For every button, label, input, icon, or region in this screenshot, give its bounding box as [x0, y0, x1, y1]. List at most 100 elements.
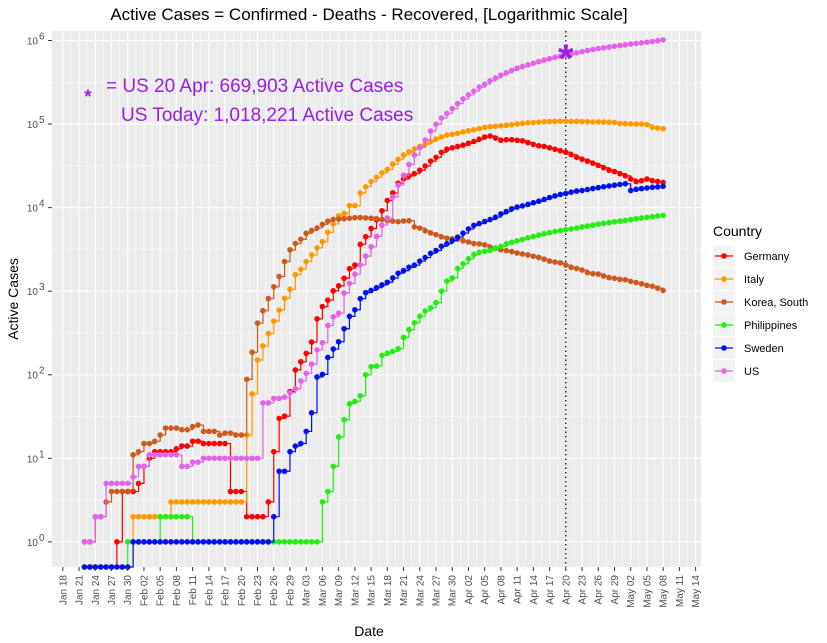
data-point — [481, 134, 488, 140]
data-point — [606, 44, 612, 50]
data-point — [373, 174, 380, 181]
data-point — [546, 229, 553, 236]
data-point — [503, 122, 510, 129]
data-point — [173, 452, 180, 458]
data-point — [141, 539, 147, 545]
legend-item: Korea, South — [713, 291, 808, 313]
data-point — [535, 119, 542, 125]
legend-key-point — [721, 276, 727, 282]
data-point — [276, 539, 282, 545]
x-tick-label: Apr 17 — [545, 575, 556, 605]
data-point — [260, 400, 266, 406]
data-point — [211, 539, 218, 545]
data-point — [216, 455, 223, 462]
y-tick-label-exponent: 3 — [39, 282, 45, 293]
data-point — [335, 216, 342, 222]
data-point — [141, 513, 147, 520]
data-point — [151, 513, 158, 520]
data-point — [384, 166, 391, 173]
data-point — [233, 499, 239, 505]
data-point — [514, 65, 520, 72]
data-point — [362, 233, 369, 240]
data-point — [341, 215, 347, 222]
data-point — [222, 440, 228, 447]
data-point — [108, 480, 115, 487]
data-point — [471, 251, 477, 258]
data-point — [492, 135, 499, 141]
x-tick-label: Apr 14 — [529, 575, 540, 605]
data-point — [319, 303, 326, 310]
data-point — [449, 105, 456, 112]
data-point — [400, 172, 407, 178]
data-point — [535, 142, 542, 149]
data-point — [303, 230, 309, 237]
data-point — [249, 539, 255, 545]
data-point — [362, 253, 369, 259]
data-point — [265, 295, 272, 302]
data-point — [611, 168, 618, 175]
data-point — [568, 151, 574, 158]
data-point — [314, 316, 320, 322]
data-point — [281, 394, 288, 400]
data-point — [249, 513, 255, 520]
data-point — [422, 228, 428, 234]
data-point — [265, 330, 272, 337]
annotation-line-2: US Today: 1,018,221 Active Cases — [121, 105, 413, 126]
data-point — [384, 197, 391, 204]
data-point — [411, 170, 418, 177]
legend-label: Germany — [744, 251, 790, 263]
data-point — [270, 395, 277, 402]
data-point — [200, 539, 207, 545]
data-point — [503, 247, 510, 254]
data-point — [200, 440, 207, 447]
data-point — [579, 187, 585, 194]
data-point — [654, 184, 661, 190]
data-point — [444, 110, 450, 117]
data-point — [184, 463, 191, 470]
series-us — [81, 37, 666, 545]
data-point — [395, 270, 401, 277]
data-point — [654, 125, 661, 131]
data-point — [373, 215, 380, 222]
data-point — [384, 279, 391, 286]
y-tick-label-exponent: 1 — [39, 449, 45, 460]
data-point — [411, 224, 418, 230]
data-point — [173, 425, 180, 431]
data-point — [471, 88, 477, 94]
data-point — [276, 415, 282, 422]
x-tick-label: Mar 06 — [318, 575, 329, 607]
x-tick-label: Mar 24 — [415, 575, 426, 607]
legend-items: Germany Italy Korea, South Philippines Swede… — [713, 245, 808, 382]
data-point — [406, 173, 412, 179]
data-point — [276, 468, 282, 475]
data-point — [130, 539, 136, 545]
data-point — [541, 230, 547, 237]
data-point — [362, 289, 369, 296]
data-point — [146, 440, 153, 447]
data-point — [297, 236, 304, 243]
data-point — [270, 448, 277, 455]
x-tick-label: Feb 05 — [156, 575, 167, 607]
data-point — [514, 204, 520, 210]
data-point — [227, 488, 234, 495]
data-point — [438, 233, 445, 240]
data-point — [595, 162, 602, 169]
data-point — [503, 241, 510, 247]
x-tick-label: Mar 21 — [399, 575, 410, 607]
data-point — [222, 499, 228, 505]
data-point — [119, 488, 126, 495]
y-axis-title: Active Cases — [5, 258, 21, 340]
data-point — [573, 265, 580, 272]
data-point — [617, 120, 623, 127]
data-point — [562, 190, 569, 197]
data-point — [465, 239, 472, 245]
data-point — [195, 422, 201, 428]
data-point — [157, 539, 163, 545]
data-point — [552, 146, 558, 153]
data-point — [573, 225, 580, 231]
data-point — [422, 308, 428, 314]
data-point — [422, 137, 428, 143]
data-point — [498, 72, 504, 78]
data-point — [568, 264, 574, 271]
data-point — [416, 313, 423, 319]
